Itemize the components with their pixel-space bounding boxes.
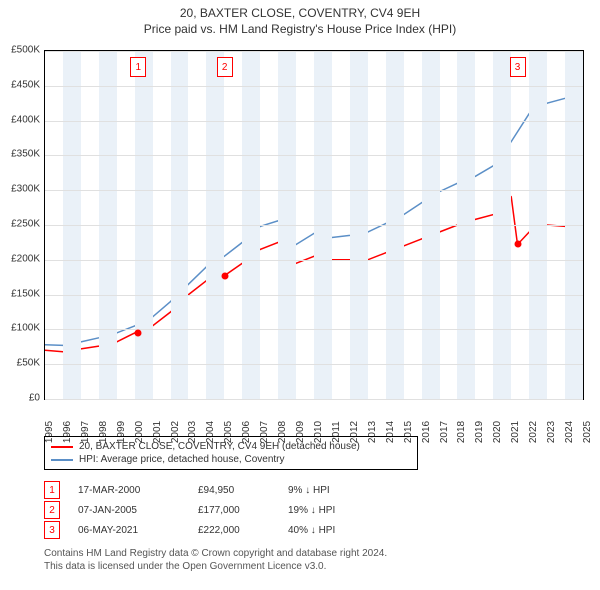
footer-line1: Contains HM Land Registry data © Crown c… <box>44 548 387 561</box>
event-pct: 40% ↓ HPI <box>288 525 368 536</box>
chart-container: 20, BAXTER CLOSE, COVENTRY, CV4 9EH Pric… <box>0 0 600 590</box>
event-pct: 9% ↓ HPI <box>288 485 368 496</box>
y-axis: £0£50K£100K£150K£200K£250K£300K£350K£400… <box>0 50 42 400</box>
title-line2: Price paid vs. HM Land Registry's House … <box>8 22 592 38</box>
legend: 20, BAXTER CLOSE, COVENTRY, CV4 9EH (det… <box>44 436 418 470</box>
chart-titles: 20, BAXTER CLOSE, COVENTRY, CV4 9EH Pric… <box>0 0 600 39</box>
x-tick-label: 2022 <box>528 421 539 443</box>
event-date: 07-JAN-2005 <box>78 505 198 516</box>
gridline <box>45 329 583 330</box>
y-tick-label: £450K <box>0 79 40 90</box>
y-tick-label: £200K <box>0 253 40 264</box>
y-tick-label: £100K <box>0 323 40 334</box>
y-tick-label: £150K <box>0 288 40 299</box>
footer: Contains HM Land Registry data © Crown c… <box>44 548 387 573</box>
y-tick-label: £500K <box>0 45 40 56</box>
x-axis: 1995199619971998199920002001200220032004… <box>44 402 584 438</box>
gridline <box>45 295 583 296</box>
legend-swatch <box>51 459 73 461</box>
legend-swatch <box>51 446 73 448</box>
gridline <box>45 225 583 226</box>
event-row: 3 06-MAY-2021 £222,000 40% ↓ HPI <box>44 520 368 540</box>
sale-marker <box>514 241 521 248</box>
sale-marker <box>221 272 228 279</box>
x-tick-label: 2018 <box>456 421 467 443</box>
callout-label: 2 <box>217 57 233 77</box>
x-tick-label: 2021 <box>510 421 521 443</box>
x-tick-label: 2020 <box>492 421 503 443</box>
legend-label: 20, BAXTER CLOSE, COVENTRY, CV4 9EH (det… <box>79 441 360 452</box>
x-tick-label: 2024 <box>564 421 575 443</box>
footer-line2: This data is licensed under the Open Gov… <box>44 561 387 574</box>
events-table: 1 17-MAR-2000 £94,950 9% ↓ HPI 2 07-JAN-… <box>44 480 368 540</box>
x-tick-label: 2023 <box>546 421 557 443</box>
y-tick-label: £50K <box>0 358 40 369</box>
event-price: £94,950 <box>198 485 288 496</box>
event-row: 1 17-MAR-2000 £94,950 9% ↓ HPI <box>44 480 368 500</box>
event-marker-icon: 3 <box>44 521 60 539</box>
gridline <box>45 51 583 52</box>
event-marker-icon: 2 <box>44 501 60 519</box>
gridline <box>45 190 583 191</box>
gridline <box>45 364 583 365</box>
x-tick-label: 2017 <box>439 421 450 443</box>
gridline <box>45 155 583 156</box>
title-line1: 20, BAXTER CLOSE, COVENTRY, CV4 9EH <box>8 6 592 22</box>
x-tick-label: 2025 <box>582 421 593 443</box>
callout-label: 3 <box>510 57 526 77</box>
event-price: £177,000 <box>198 505 288 516</box>
event-marker-icon: 1 <box>44 481 60 499</box>
gridline <box>45 121 583 122</box>
gridline <box>45 260 583 261</box>
y-tick-label: £0 <box>0 393 40 404</box>
event-price: £222,000 <box>198 525 288 536</box>
y-tick-label: £350K <box>0 149 40 160</box>
x-tick-label: 2019 <box>474 421 485 443</box>
legend-item: 20, BAXTER CLOSE, COVENTRY, CV4 9EH (det… <box>51 441 411 452</box>
y-tick-label: £300K <box>0 184 40 195</box>
sale-marker <box>135 329 142 336</box>
event-date: 06-MAY-2021 <box>78 525 198 536</box>
legend-label: HPI: Average price, detached house, Cove… <box>79 454 285 465</box>
event-date: 17-MAR-2000 <box>78 485 198 496</box>
event-pct: 19% ↓ HPI <box>288 505 368 516</box>
callout-label: 1 <box>130 57 146 77</box>
x-tick-label: 2016 <box>421 421 432 443</box>
event-row: 2 07-JAN-2005 £177,000 19% ↓ HPI <box>44 500 368 520</box>
y-tick-label: £400K <box>0 114 40 125</box>
legend-item: HPI: Average price, detached house, Cove… <box>51 454 411 465</box>
y-tick-label: £250K <box>0 219 40 230</box>
plot-area: 1 2 3 <box>44 50 584 400</box>
gridline <box>45 399 583 400</box>
gridline <box>45 86 583 87</box>
